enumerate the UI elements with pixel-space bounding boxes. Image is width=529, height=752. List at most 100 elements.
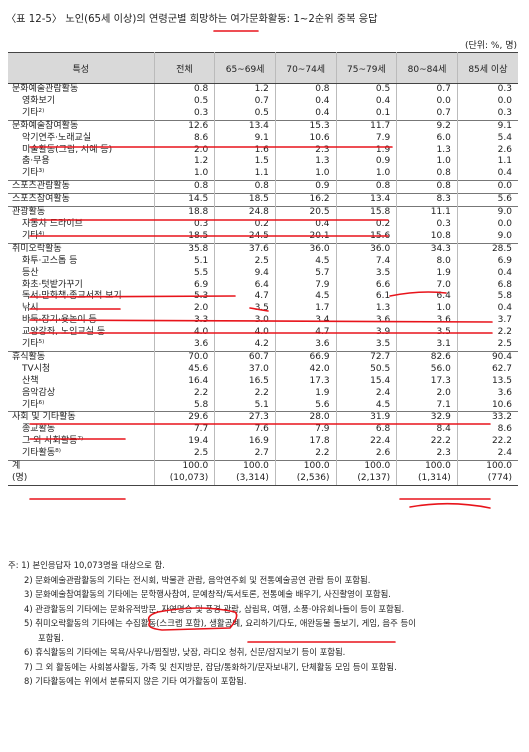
- value-cell: (774): [457, 473, 518, 486]
- value-cell: 1.9: [336, 144, 398, 157]
- value-cell: 1.3: [275, 156, 337, 169]
- value-cell: 62.7: [491, 363, 512, 374]
- value-cell: 0.1: [336, 107, 398, 121]
- value-cell: 2.5: [154, 448, 216, 461]
- header-cell: 전체: [154, 52, 216, 84]
- value-cell: 100.0: [336, 460, 398, 473]
- value-cell: 9.1: [214, 132, 276, 145]
- value-cell: 1.0: [396, 156, 458, 169]
- value-cell: 0.4: [336, 95, 398, 108]
- row-label: 자동차 드라이브: [8, 218, 155, 231]
- row-label: 악기연주·노래교실: [8, 132, 155, 145]
- value-cell: 34.3: [396, 242, 458, 256]
- value-cell: 0.8: [336, 180, 398, 194]
- table-row: 낚시 2.0 3.5 1.7 1.3 1.0 0.4: [8, 303, 518, 316]
- value-cell: 6.8: [497, 279, 512, 290]
- value-cell: 12.6: [154, 119, 216, 133]
- value-cell: 56.0: [396, 363, 458, 376]
- value-cell: 45.6: [154, 363, 216, 376]
- value-cell: 1.0: [396, 303, 458, 316]
- value-cell: 14.5: [154, 193, 216, 207]
- value-cell: 6.6: [336, 279, 398, 292]
- value-cell: 17.8: [275, 436, 337, 449]
- value-cell: 5.7: [275, 267, 337, 280]
- value-cell: 9.0: [497, 230, 512, 241]
- value-cell: 42.0: [275, 363, 337, 376]
- value-cell: (3,314): [214, 473, 276, 486]
- table-row: 바둑·장기·윷놀이 등 3.3 3.0 3.4 3.6 3.6 3.7: [8, 315, 518, 328]
- value-cell: 5.3: [154, 291, 216, 304]
- row-label: 바둑·장기·윷놀이 등: [8, 315, 155, 328]
- value-cell: 1.3: [396, 144, 458, 157]
- table-row: 종교활동 7.7 7.6 7.9 6.8 8.4 8.6: [8, 424, 518, 437]
- value-cell: 3.3: [154, 315, 216, 328]
- value-cell: 6.0: [396, 132, 458, 145]
- table-row: (명) (10,073) (3,314) (2,536) (2,137) (1,314)(…: [8, 473, 518, 486]
- value-cell: 6.4: [396, 291, 458, 304]
- table-row: 사회 및 기타활동 29.6 27.3 28.0 31.9 32.9 33.2: [8, 411, 518, 425]
- value-cell: 28.0: [275, 411, 337, 425]
- value-cell: 13.4: [336, 193, 398, 207]
- table-row: 기타³⁾ 1.0 1.1 1.0 1.0 0.8 0.4: [8, 168, 518, 181]
- header-cell: 85세 이상: [457, 52, 518, 84]
- value-cell: 3.7: [497, 315, 512, 326]
- row-label: 기타⁵⁾: [8, 339, 155, 352]
- value-cell: 1.9: [396, 267, 458, 280]
- row-label: 문화예술관람활동: [8, 83, 155, 96]
- value-cell: 100.0: [214, 460, 276, 473]
- row-label: 기타활동⁸⁾: [8, 448, 155, 461]
- value-cell: 1.0: [336, 168, 398, 181]
- value-cell: 90.4: [457, 350, 518, 364]
- header-cell: 80~84세: [396, 52, 458, 84]
- value-cell: 66.9: [275, 350, 337, 364]
- value-cell: 24.5: [214, 230, 276, 244]
- value-cell: 36.0: [275, 242, 337, 256]
- table-row: TV시청 45.6 37.0 42.0 50.5 56.0 62.7: [8, 363, 518, 376]
- table-row: 영화보기 0.5 0.7 0.4 0.4 0.0 0.0: [8, 95, 518, 108]
- value-cell: 100.0: [154, 460, 216, 473]
- value-cell: 24.8: [214, 206, 276, 219]
- value-cell: 0.5: [336, 83, 398, 96]
- value-cell: 0.9: [336, 156, 398, 169]
- value-cell: 2.3: [275, 144, 337, 157]
- value-cell: 15.4: [336, 375, 398, 388]
- value-cell: 1.0: [275, 168, 337, 181]
- row-label: 미술활동(그림, 서예 등): [8, 144, 155, 157]
- value-cell: 0.7: [396, 107, 458, 121]
- row-label: 등산: [8, 267, 155, 280]
- value-cell: 9.1: [457, 119, 518, 133]
- value-cell: 2.0: [154, 303, 216, 316]
- value-cell: 6.1: [336, 291, 398, 304]
- value-cell: 0.0: [497, 218, 512, 229]
- value-cell: 3.5: [396, 327, 458, 340]
- value-cell: 7.9: [275, 424, 337, 437]
- value-cell: 36.0: [336, 242, 398, 256]
- row-label: 춤·무용: [8, 156, 155, 169]
- value-cell: 20.5: [275, 206, 337, 219]
- table-row: 화투·고스톱 등 5.1 2.5 4.5 7.4 8.0 6.9: [8, 255, 518, 268]
- value-cell: 6.8: [336, 424, 398, 437]
- value-cell: 4.7: [275, 327, 337, 340]
- value-cell: 15.6: [336, 230, 398, 244]
- value-cell: 2.3: [396, 448, 458, 461]
- value-cell: 0.3: [154, 107, 216, 121]
- value-cell: 33.2: [457, 411, 518, 425]
- value-cell: 0.8: [154, 83, 216, 96]
- value-cell: 0.3: [154, 218, 216, 231]
- footnote-line: 6) 휴식활동의 기타에는 목욕/사우나/찜질방, 낮잠, 라디오 청취, 신문…: [24, 647, 346, 657]
- value-cell: 16.5: [214, 375, 276, 388]
- header-row: 특성 전체 65~69세 70~74세 75~79세 80~84세 85세 이상: [8, 52, 518, 84]
- row-label: 화초·텃밭가꾸기: [8, 279, 155, 292]
- value-cell: 4.2: [214, 339, 276, 352]
- value-cell: 8.6: [154, 132, 216, 145]
- row-label: 기타³⁾: [8, 168, 155, 181]
- value-cell: 27.3: [214, 411, 276, 425]
- value-cell: 1.1: [497, 156, 512, 167]
- row-label: 스포츠관람활동: [8, 180, 155, 194]
- value-cell: 19.4: [154, 436, 216, 449]
- value-cell: 3.4: [275, 315, 337, 328]
- header-cell: 70~74세: [275, 52, 337, 84]
- value-cell: 3.5: [214, 303, 276, 316]
- table-row: 스포츠관람활동 0.8 0.8 0.9 0.8 0.8 0.0: [8, 180, 518, 194]
- value-cell: 8.4: [396, 424, 458, 437]
